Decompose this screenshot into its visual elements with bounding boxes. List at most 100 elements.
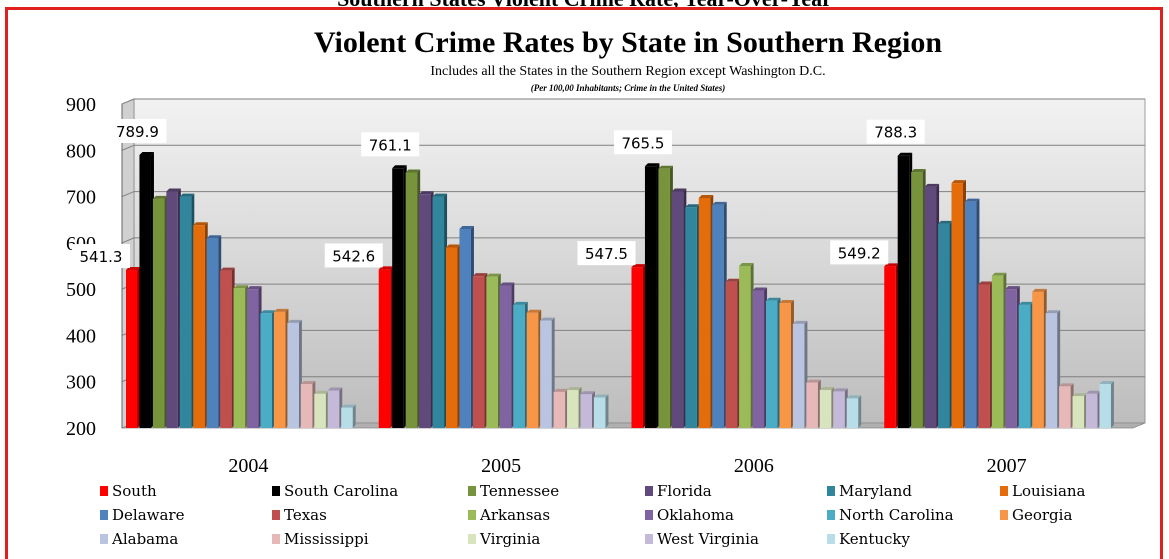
gridline-side [121, 191, 135, 198]
bar-north-carolina-2007 [1018, 301, 1034, 428]
bar-west-virginia-2005 [580, 391, 595, 428]
svg-text:Tennessee: Tennessee [480, 482, 559, 500]
bar-tennessee-2005 [405, 169, 421, 428]
bar-south-2007 [884, 263, 899, 428]
chart-subtitle: Includes all the States in the Southern … [430, 64, 825, 79]
bar-florida-2005 [419, 191, 434, 428]
bar-oklahoma-2005 [499, 282, 515, 428]
legend-item-alabama: Alabama [100, 530, 178, 548]
legend-item-texas: Texas [272, 506, 327, 524]
x-category-label: 2006 [734, 455, 774, 477]
bar-tennessee-2004 [152, 195, 168, 428]
bar-maryland-2005 [432, 193, 448, 428]
bar-arkansas-2005 [486, 273, 501, 428]
bar-north-carolina-2006 [766, 297, 781, 428]
svg-text:765.5: 765.5 [621, 134, 664, 152]
bar-maryland-2004 [179, 193, 195, 428]
data-label-south-2006: 547.5 [577, 241, 636, 266]
svg-text:Virginia: Virginia [479, 530, 540, 548]
legend-item-maryland: Maryland [827, 482, 912, 500]
bar-florida-2007 [924, 183, 940, 428]
legend-item-kentucky: Kentucky [827, 530, 911, 548]
chart-note: (Per 100,00 Inhabitants; Crime in the Un… [531, 83, 726, 93]
bar-kentucky-2004 [341, 404, 356, 428]
bar-tennessee-2006 [658, 165, 673, 429]
bar-west-virginia-2006 [833, 388, 848, 428]
bar-kentucky-2006 [846, 395, 862, 428]
bar-virginia-2007 [1072, 393, 1088, 428]
bar-oklahoma-2007 [1005, 286, 1020, 428]
gridline-side [121, 144, 135, 151]
bar-delaware-2005 [459, 225, 474, 428]
bar-west-virginia-2004 [327, 387, 343, 428]
legend-item-florida: Florida [645, 482, 712, 500]
data-label-south-2005: 542.6 [324, 243, 383, 268]
bar-south-2005 [378, 266, 394, 428]
bar-arkansas-2006 [739, 263, 754, 428]
bar-louisiana-2006 [698, 194, 714, 428]
svg-text:Georgia: Georgia [1012, 506, 1072, 524]
bar-texas-2007 [978, 281, 993, 428]
bar-south-2006 [631, 264, 646, 428]
bar-alabama-2004 [287, 319, 302, 428]
bar-maryland-2007 [938, 220, 953, 428]
bar-mississippi-2004 [300, 381, 316, 428]
x-category-label: 2007 [987, 455, 1027, 477]
svg-text:547.5: 547.5 [585, 245, 628, 263]
svg-text:North Carolina: North Carolina [839, 506, 954, 524]
bar-mississippi-2006 [806, 379, 821, 428]
bar-alabama-2007 [1045, 310, 1061, 428]
legend-item-north-carolina: North Carolina [827, 506, 954, 524]
bar-mississippi-2007 [1059, 383, 1074, 428]
bar-south-carolina-2007 [897, 152, 913, 428]
bar-tennessee-2007 [911, 169, 926, 429]
svg-text:541.3: 541.3 [80, 248, 123, 266]
data-label-south-carolina-2005: 761.1 [361, 132, 420, 157]
bar-texas-2004 [220, 267, 235, 428]
bar-south-carolina-2005 [392, 165, 407, 428]
svg-text:South Carolina: South Carolina [284, 482, 398, 500]
legend-item-virginia: Virginia [468, 530, 540, 548]
svg-text:788.3: 788.3 [874, 124, 917, 142]
bar-texas-2006 [725, 278, 741, 428]
bar-virginia-2004 [314, 390, 329, 428]
bar-georgia-2004 [273, 308, 289, 428]
page-heading: Southern States Violent Crime Rate, Year… [0, 0, 1169, 12]
chart-frame [5, 7, 1163, 559]
bar-virginia-2006 [819, 387, 835, 428]
bar-texas-2005 [472, 273, 488, 428]
bar-kentucky-2007 [1099, 381, 1114, 428]
bar-delaware-2006 [712, 201, 727, 428]
legend-item-oklahoma: Oklahoma [645, 506, 734, 524]
bar-south-2004 [126, 267, 141, 428]
svg-text:549.2: 549.2 [838, 244, 881, 262]
legend-item-mississippi: Mississippi [272, 530, 369, 548]
y-tick-label: 800 [66, 140, 96, 162]
y-tick-label: 900 [66, 94, 96, 116]
legend-item-south-carolina: South Carolina [272, 482, 398, 500]
bar-virginia-2005 [567, 387, 582, 428]
bar-west-virginia-2007 [1086, 390, 1101, 428]
bar-louisiana-2005 [446, 244, 461, 428]
svg-text:Oklahoma: Oklahoma [657, 506, 734, 524]
chart-title: Violent Crime Rates by State in Southern… [314, 26, 942, 59]
svg-text:Florida: Florida [657, 482, 712, 500]
legend-item-delaware: Delaware [100, 506, 185, 524]
bar-mississippi-2005 [553, 388, 569, 428]
data-label-south-carolina-2007: 788.3 [866, 119, 925, 144]
bar-north-carolina-2005 [513, 301, 528, 428]
bar-georgia-2005 [526, 309, 542, 428]
svg-text:Delaware: Delaware [112, 506, 185, 524]
svg-text:789.9: 789.9 [116, 123, 159, 141]
svg-text:Maryland: Maryland [839, 482, 912, 500]
svg-text:Kentucky: Kentucky [839, 530, 911, 548]
bar-oklahoma-2006 [752, 287, 768, 428]
legend-item-georgia: Georgia [1000, 506, 1072, 524]
bar-south-carolina-2004 [139, 151, 154, 428]
y-tick-label: 400 [66, 325, 96, 347]
y-tick-label: 500 [66, 279, 96, 301]
data-label-south-2004: 541.3 [72, 244, 130, 269]
legend-item-south: South [100, 482, 157, 500]
legend-item-tennessee: Tennessee [468, 482, 559, 500]
bar-arkansas-2004 [233, 285, 249, 428]
